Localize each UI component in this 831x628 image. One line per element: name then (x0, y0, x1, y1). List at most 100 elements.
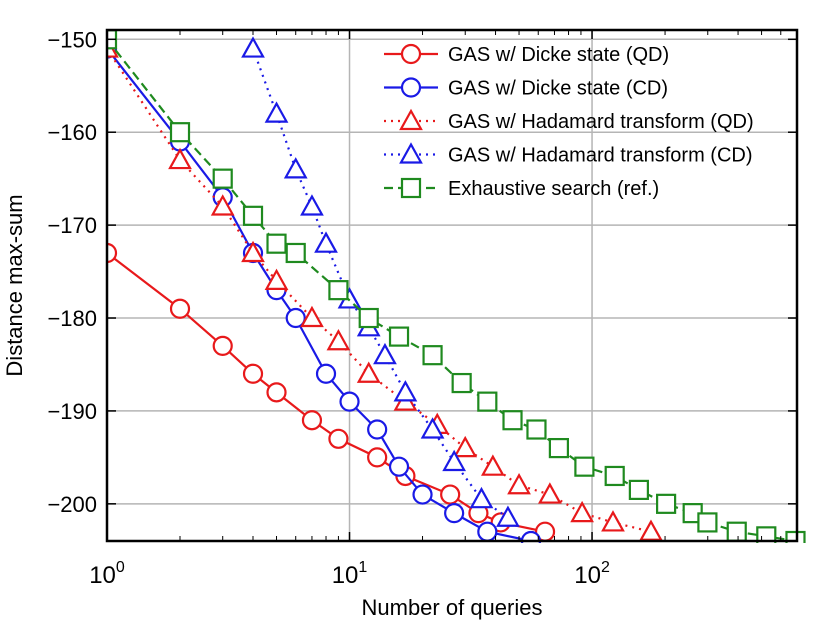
data-point-square (212, 168, 233, 189)
x-tick-label: 100 (89, 559, 125, 589)
y-tick-label: −190 (47, 399, 97, 424)
data-point-square (604, 465, 625, 487)
data-point-square (328, 280, 349, 301)
data-point-circle (440, 484, 461, 505)
data-point-triangle (393, 380, 418, 402)
data-point-triangle (241, 240, 265, 263)
data-point-circle (328, 428, 349, 449)
legend-marker-circle (400, 77, 422, 98)
data-point-triangle (537, 482, 562, 504)
legend-entry: Exhaustive search (ref.) (384, 177, 659, 200)
data-point-circle (388, 456, 410, 477)
data-point-triangle (570, 500, 594, 523)
series (107, 242, 556, 542)
y-tick-label: −170 (47, 213, 97, 238)
data-point-circle (212, 335, 233, 356)
y-tick-label: −200 (47, 492, 97, 517)
data-point-square (242, 205, 264, 226)
data-point-triangle (420, 417, 445, 439)
legend-label: GAS w/ Dicke state (QD) (448, 44, 669, 66)
data-point-triangle (469, 486, 494, 509)
plot-frame (105, 28, 799, 543)
data-point-circle (339, 391, 360, 412)
legend-label: Exhaustive search (ref.) (448, 178, 659, 200)
series (107, 36, 663, 541)
data-point-triangle (496, 505, 520, 527)
data-point-circle (266, 382, 287, 403)
data-point-triangle (264, 268, 289, 290)
data-point-square (726, 521, 747, 542)
data-point-square (169, 122, 191, 143)
data-point-circle (315, 363, 337, 384)
legend-entry: GAS w/ Dicke state (QD) (384, 43, 669, 66)
series (107, 29, 806, 543)
data-point-triangle (601, 510, 625, 532)
data-point-triangle (480, 454, 505, 476)
data-point-square (697, 512, 718, 533)
data-point-circle (285, 307, 306, 329)
data-point-circle (169, 298, 191, 319)
data-point-triangle (168, 147, 192, 170)
grid (107, 30, 797, 541)
data-point-triangle (210, 194, 235, 216)
legend-entry: GAS w/ Hadamard transform (CD) (384, 142, 753, 167)
data-point-triangle (356, 361, 381, 383)
series-line (107, 47, 652, 533)
legend-label: GAS w/ Hadamard transform (QD) (448, 111, 754, 133)
data-point-triangle (639, 519, 663, 541)
data-point-square (526, 419, 547, 440)
data-point-circle (444, 503, 465, 524)
legend-label: GAS w/ Hadamard transform (CD) (448, 145, 753, 167)
data-point-square (756, 526, 777, 543)
data-point-triangle (264, 101, 289, 123)
legend-marker-triangle (399, 142, 423, 164)
data-point-square (655, 493, 677, 514)
data-point-circle (367, 447, 388, 468)
data-point-triangle (442, 449, 467, 472)
legend-entry: GAS w/ Hadamard transform (QD) (384, 108, 754, 133)
data-point-square (548, 437, 569, 459)
data-point-triangle (283, 157, 308, 179)
ticks: −150 −160 −170 −180 −190 −200 100 101 102 (47, 27, 798, 589)
data-point-square (628, 479, 649, 500)
data-point-square (266, 233, 287, 254)
data-point-triangle (241, 36, 265, 58)
data-point-circle (107, 242, 118, 264)
data-point-triangle (453, 435, 478, 458)
data-point-square (388, 326, 410, 347)
series (241, 36, 520, 527)
data-point-square (358, 307, 379, 329)
legend-marker-triangle (399, 108, 423, 131)
data-point-triangle (326, 328, 351, 351)
data-point-circle (412, 484, 433, 505)
data-point-circle (301, 410, 323, 431)
data-point-square (451, 372, 472, 394)
y-tick-label: −150 (47, 27, 97, 52)
data-point-square (285, 242, 306, 264)
y-axis-label: Distance max-sum (2, 194, 27, 376)
data-point-circle (477, 521, 498, 542)
legend-entry: GAS w/ Dicke state (CD) (384, 77, 668, 100)
data-point-triangle (314, 231, 338, 253)
legend: GAS w/ Dicke state (QD) GAS w/ Dicke stat… (384, 43, 754, 200)
data-point-triangle (300, 305, 324, 328)
x-tick-label: 101 (332, 559, 368, 589)
y-tick-label: −160 (47, 120, 97, 145)
legend-marker-square (400, 177, 422, 199)
series-group (107, 29, 806, 543)
data-point-circle (367, 419, 388, 440)
legend-label: GAS w/ Dicke state (CD) (448, 78, 668, 100)
data-point-circle (242, 363, 264, 384)
legend-marker-circle (400, 43, 422, 65)
y-tick-label: −180 (47, 306, 97, 331)
data-point-triangle (507, 472, 531, 495)
data-point-triangle (373, 342, 397, 365)
data-point-square (574, 456, 595, 477)
data-point-square (477, 391, 498, 412)
x-axis-label: Number of queries (362, 595, 543, 620)
data-point-triangle (300, 194, 324, 216)
data-point-square (502, 410, 523, 431)
data-point-square (422, 345, 443, 366)
